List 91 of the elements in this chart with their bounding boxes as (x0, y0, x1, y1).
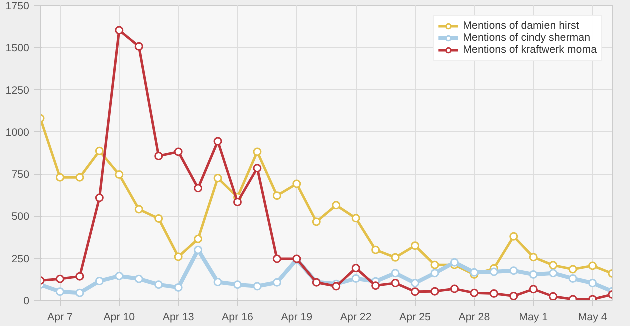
x-tick-label: Apr 13 (162, 312, 194, 324)
point (56, 274, 64, 284)
legend-label: Mentions of cindy sherman (463, 32, 591, 44)
point (568, 265, 578, 274)
point (450, 284, 459, 294)
x-tick-label: Apr 10 (104, 312, 136, 324)
y-tick-label: 0 (24, 296, 30, 308)
point (214, 278, 222, 287)
point (76, 272, 84, 281)
point (510, 232, 518, 241)
point (352, 214, 360, 223)
x-tick-label: Apr 25 (400, 312, 432, 324)
point (115, 26, 124, 35)
point (411, 242, 420, 250)
point (430, 260, 440, 270)
point (391, 269, 400, 278)
y-tick-label: 250 (12, 253, 30, 266)
point (134, 205, 144, 214)
legend-label: Mentions of damien hirst (463, 20, 580, 32)
point (115, 170, 124, 179)
point (312, 218, 321, 226)
point (174, 252, 183, 262)
point (352, 274, 360, 283)
point (391, 253, 400, 262)
y-tick-label: 1250 (6, 84, 30, 97)
point (292, 180, 302, 188)
point (194, 184, 203, 193)
point (450, 258, 459, 267)
point (95, 194, 104, 202)
point (253, 282, 262, 291)
y-tick-label: 500 (12, 211, 30, 224)
x-tick-label: May 1 (519, 312, 548, 324)
point (174, 148, 183, 156)
point (253, 148, 262, 156)
point (352, 264, 360, 273)
point (95, 277, 104, 286)
point (549, 292, 558, 300)
point (372, 246, 380, 254)
point (174, 283, 183, 292)
point (233, 198, 242, 206)
point (490, 268, 498, 276)
point (510, 292, 518, 300)
point (470, 288, 479, 298)
x-tick-label: Apr 28 (458, 312, 490, 324)
point (372, 282, 380, 290)
point (154, 214, 164, 223)
point (272, 192, 282, 200)
point (56, 173, 64, 182)
point (529, 285, 538, 294)
point (56, 288, 64, 296)
point (490, 290, 498, 298)
point (134, 42, 144, 51)
y-tick-label: 750 (12, 169, 30, 182)
point (510, 266, 518, 276)
point (154, 280, 164, 290)
point (391, 279, 400, 288)
point (430, 287, 440, 296)
point (134, 274, 144, 284)
point (588, 279, 598, 288)
point (214, 137, 222, 146)
point (588, 262, 598, 270)
point (272, 254, 282, 264)
x-tick-label: Apr 22 (340, 312, 372, 324)
point (214, 174, 222, 183)
y-tick-label: 1000 (6, 126, 30, 139)
point (549, 261, 558, 270)
x-tick-label: Apr 7 (47, 312, 74, 324)
point (76, 173, 84, 182)
point (568, 274, 578, 283)
point (430, 269, 440, 278)
x-tick-label: Apr 19 (281, 312, 313, 324)
point (253, 164, 262, 173)
y-tick-label: 1500 (6, 42, 30, 55)
point (411, 288, 420, 296)
point (95, 146, 104, 156)
point (529, 253, 538, 262)
point (332, 282, 341, 291)
point (332, 201, 341, 210)
legend-label: Mentions of kraftwerk moma (463, 44, 597, 56)
y-tick-label: 1750 (6, 0, 30, 12)
point (115, 272, 124, 280)
x-tick-label: Apr 16 (222, 312, 254, 324)
point (529, 270, 538, 279)
point (272, 278, 282, 287)
point (154, 152, 164, 160)
point (549, 269, 558, 278)
x-tick-label: May 4 (578, 312, 608, 324)
point (233, 280, 242, 290)
point (411, 279, 420, 288)
point (76, 288, 84, 298)
point (194, 234, 203, 244)
